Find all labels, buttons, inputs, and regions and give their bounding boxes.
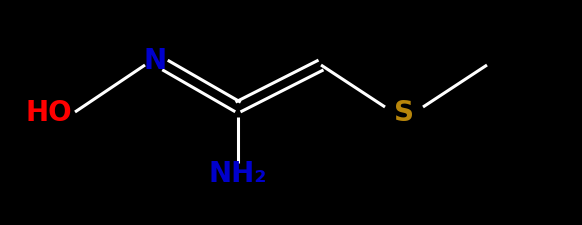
Text: N: N <box>143 47 166 75</box>
Text: S: S <box>394 99 414 126</box>
Text: NH₂: NH₂ <box>209 159 267 187</box>
Text: HO: HO <box>26 99 72 126</box>
